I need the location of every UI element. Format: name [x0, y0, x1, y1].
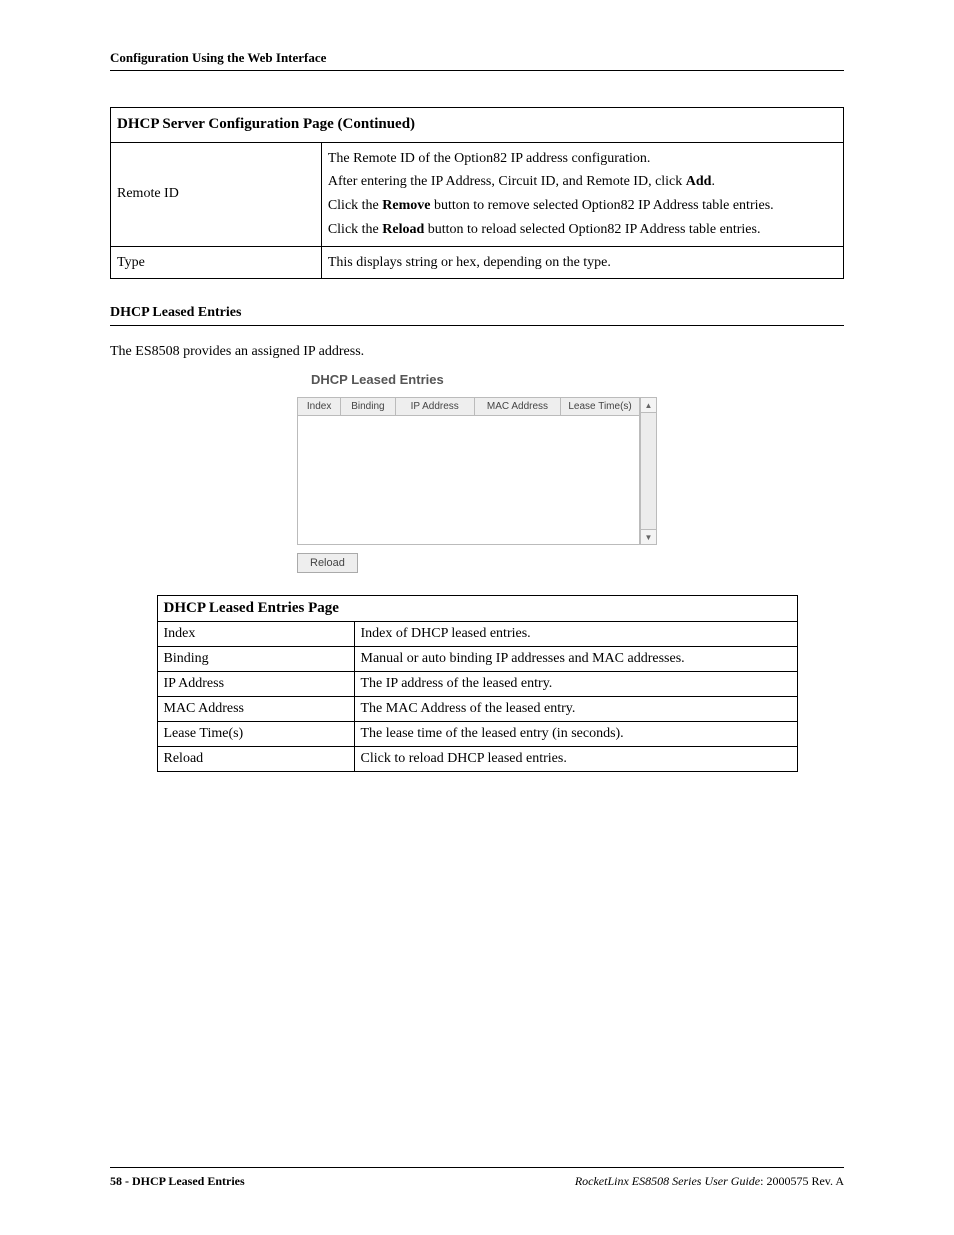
- section-heading: DHCP Leased Entries: [110, 305, 844, 326]
- dhcp-server-config-table: DHCP Server Configuration Page (Continue…: [110, 107, 844, 279]
- page-footer: 58 - DHCP Leased Entries RocketLinx ES85…: [110, 1167, 844, 1189]
- table2-label: Lease Time(s): [157, 722, 354, 747]
- table1-desc: The Remote ID of the Option82 IP address…: [321, 142, 843, 246]
- reload-button[interactable]: Reload: [297, 553, 358, 573]
- leased-entries-ui-table: IndexBindingIP AddressMAC AddressLease T…: [297, 397, 640, 545]
- table2-desc: The lease time of the leased entry (in s…: [354, 722, 797, 747]
- table1-desc: This displays string or hex, depending o…: [321, 246, 843, 279]
- leased-entries-ui: DHCP Leased Entries IndexBindingIP Addre…: [297, 372, 657, 573]
- table1-label: Type: [111, 246, 322, 279]
- ui-column-header: MAC Address: [474, 398, 560, 416]
- ui-title: DHCP Leased Entries: [311, 372, 657, 387]
- table2-desc: Click to reload DHCP leased entries.: [354, 747, 797, 772]
- ui-column-header: Lease Time(s): [561, 398, 640, 416]
- ui-column-header: IP Address: [395, 398, 474, 416]
- section-body: The ES8508 provides an assigned IP addre…: [110, 344, 844, 360]
- scroll-up-icon[interactable]: ▲: [641, 398, 656, 413]
- table2-label: Reload: [157, 747, 354, 772]
- ui-column-header: Binding: [341, 398, 395, 416]
- table2-label: Binding: [157, 647, 354, 672]
- table1-label: Remote ID: [111, 142, 322, 246]
- table2-desc: Manual or auto binding IP addresses and …: [354, 647, 797, 672]
- table2-desc: The IP address of the leased entry.: [354, 672, 797, 697]
- table2-label: Index: [157, 622, 354, 647]
- table2-label: MAC Address: [157, 697, 354, 722]
- running-header: Configuration Using the Web Interface: [110, 50, 844, 71]
- table2-desc: The MAC Address of the leased entry.: [354, 697, 797, 722]
- footer-left: 58 - DHCP Leased Entries: [110, 1174, 245, 1189]
- leased-entries-desc-table: DHCP Leased Entries Page IndexIndex of D…: [157, 595, 798, 772]
- table2-title: DHCP Leased Entries Page: [157, 596, 797, 622]
- ui-column-header: Index: [298, 398, 341, 416]
- ui-scrollbar[interactable]: ▲ ▼: [640, 397, 657, 545]
- table2-desc: Index of DHCP leased entries.: [354, 622, 797, 647]
- footer-right: RocketLinx ES8508 Series User Guide: 200…: [575, 1174, 844, 1189]
- scroll-down-icon[interactable]: ▼: [641, 529, 656, 544]
- table1-title: DHCP Server Configuration Page (Continue…: [111, 108, 844, 143]
- table2-label: IP Address: [157, 672, 354, 697]
- ui-empty-body: [298, 416, 640, 545]
